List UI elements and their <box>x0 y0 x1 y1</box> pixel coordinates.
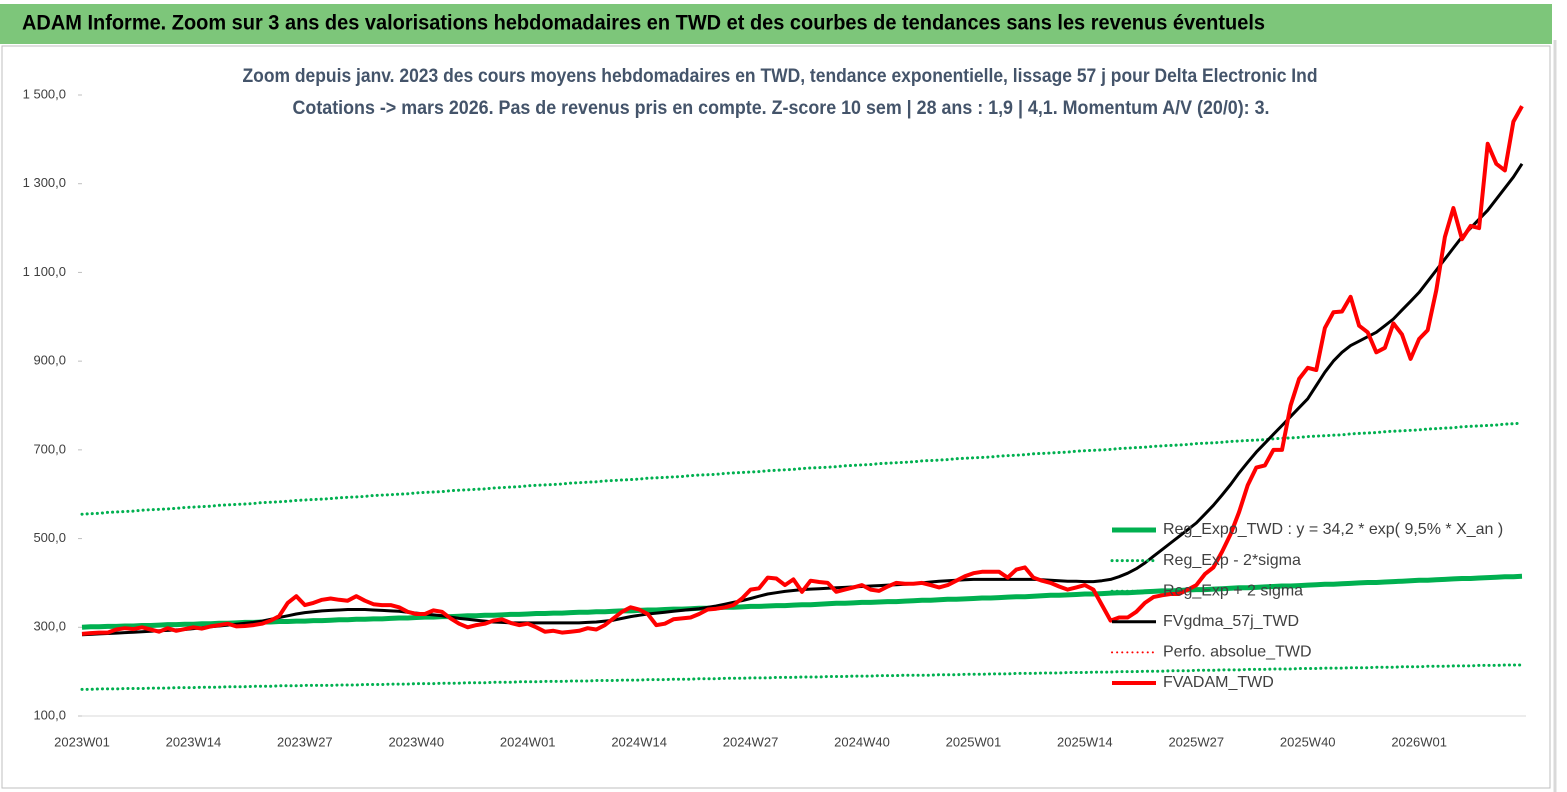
x-tick-label: 2023W01 <box>54 734 110 749</box>
x-tick-label: 2024W27 <box>723 734 779 749</box>
x-tick-label: 2024W14 <box>611 734 667 749</box>
chart-subtitle: Zoom depuis janv. 2023 des cours moyens … <box>243 66 1318 87</box>
x-tick-label: 2025W27 <box>1168 734 1224 749</box>
y-tick-label: 1 500,0 <box>23 86 66 101</box>
x-tick-label: 2025W14 <box>1057 734 1113 749</box>
chart-frame <box>1 45 1551 789</box>
x-tick-label: 2025W40 <box>1280 734 1336 749</box>
header-bar <box>0 4 1552 44</box>
chart-subtitle: Cotations -> mars 2026. Pas de revenus p… <box>293 98 1270 119</box>
y-tick-label: 900,0 <box>33 353 66 368</box>
y-tick-label: 500,0 <box>33 530 66 545</box>
y-tick-label: 700,0 <box>33 441 66 456</box>
x-tick-label: 2026W01 <box>1391 734 1447 749</box>
x-tick-label: 2023W27 <box>277 734 333 749</box>
legend-label: Perfo. absolue_TWD <box>1163 644 1312 661</box>
x-tick-label: 2023W14 <box>166 734 222 749</box>
x-tick-label: 2024W40 <box>834 734 890 749</box>
legend-label: Reg_Exp - 2*sigma <box>1163 552 1301 569</box>
x-tick-label: 2023W40 <box>388 734 444 749</box>
legend-label: Reg_Exp + 2 sigma <box>1163 582 1303 599</box>
legend-label: FVgdma_57j_TWD <box>1163 613 1299 630</box>
series-line <box>81 573 1523 630</box>
y-tick-label: 1 100,0 <box>23 264 66 279</box>
y-tick-label: 1 300,0 <box>23 175 66 190</box>
series-line <box>80 421 1524 516</box>
legend-label: Reg_Expo_TWD : y = 34,2 * exp( 9,5% * X_… <box>1163 521 1503 538</box>
y-tick-label: 300,0 <box>33 619 66 634</box>
series-line <box>81 105 1524 636</box>
plot-area: 100,0 300,0 500,0 700,0 900,0 1 100,0 1 300,0 1… <box>23 86 1526 749</box>
x-tick-label: 2024W01 <box>500 734 556 749</box>
chart-title: ADAM Informe. Zoom sur 3 ans des valoris… <box>22 12 1265 35</box>
legend-label: FVADAM_TWD <box>1163 674 1274 691</box>
x-tick-label: 2025W01 <box>946 734 1002 749</box>
series-line <box>80 663 1524 691</box>
y-tick-label: 100,0 <box>33 707 66 722</box>
